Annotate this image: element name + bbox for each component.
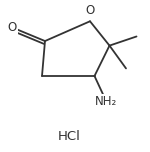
Text: NH₂: NH₂: [95, 95, 118, 108]
Text: O: O: [85, 4, 95, 17]
Text: HCl: HCl: [58, 130, 80, 143]
Text: O: O: [7, 21, 17, 34]
